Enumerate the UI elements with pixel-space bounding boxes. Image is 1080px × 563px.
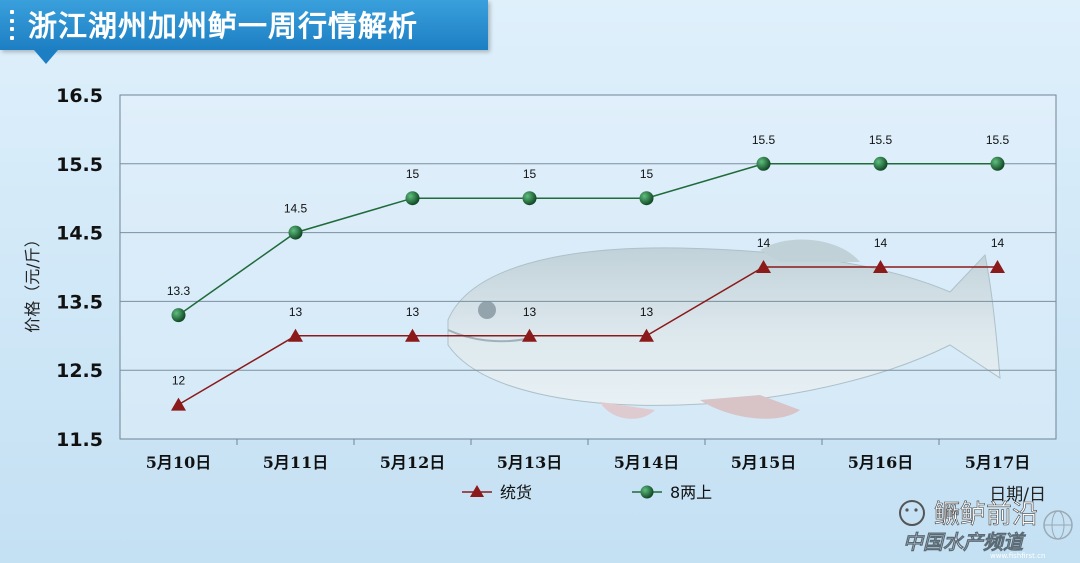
data-point [288, 225, 303, 240]
data-point [522, 328, 537, 342]
legend-marker-series-1 [470, 485, 484, 497]
x-tick-label: 5月16日 [848, 453, 913, 472]
data-point [171, 308, 186, 323]
y-tick-label: 11.5 [56, 429, 103, 451]
data-label: 15.5 [752, 133, 776, 147]
y-tick-label: 13.5 [56, 291, 103, 313]
data-point [873, 260, 888, 273]
x-tick-label: 5月12日 [380, 453, 445, 472]
data-label: 13 [523, 305, 537, 319]
data-label: 15.5 [869, 133, 893, 147]
data-point [522, 191, 537, 206]
x-axis-label: 日期/日 [989, 485, 1046, 505]
x-tick-label: 5月11日 [263, 453, 328, 472]
watermark-account: 鳜鲈前沿 [934, 500, 1038, 530]
data-label: 13 [640, 305, 654, 319]
data-label: 15.5 [986, 133, 1010, 147]
banner-tail-decoration [34, 50, 58, 64]
data-point [639, 191, 654, 206]
x-tick-label: 5月17日 [965, 453, 1030, 472]
banner-dots-decoration [10, 10, 16, 40]
data-point [990, 156, 1005, 171]
data-label: 14.5 [284, 202, 308, 216]
legend: 统货 8两上 [462, 483, 712, 502]
data-label: 13 [289, 305, 303, 319]
data-point [171, 397, 186, 411]
fish-illustration [447, 239, 1001, 419]
wechat-icon [899, 500, 925, 526]
data-point [639, 328, 654, 342]
watermark-site-url: www.fishfirst.cn [990, 552, 1045, 560]
title-banner: 浙江湖州加州鲈一周行情解析 [0, 0, 488, 50]
data-label: 14 [874, 236, 888, 250]
legend-label-series-1: 统货 [500, 483, 532, 502]
watermark-site: 中国水产频道 [903, 530, 1026, 554]
data-point [756, 260, 771, 273]
page-title: 浙江湖州加州鲈一周行情解析 [28, 9, 419, 43]
y-tick-label: 15.5 [56, 154, 103, 176]
x-tick-label: 5月13日 [497, 453, 562, 472]
data-point [405, 191, 420, 206]
data-point [873, 156, 888, 171]
data-label: 15 [523, 167, 537, 181]
data-label: 14 [757, 236, 771, 250]
series-line-2 [178, 163, 998, 316]
series-line-1 [178, 266, 998, 406]
y-tick-label: 16.5 [56, 85, 103, 107]
y-tick-label: 14.5 [56, 223, 103, 245]
x-tick-label: 5月10日 [146, 453, 211, 472]
y-axis-label: 价格（元/斤） [23, 231, 42, 332]
data-point [990, 260, 1005, 273]
legend-marker-series-2 [640, 485, 654, 499]
data-point [405, 328, 420, 342]
data-label: 13.3 [167, 284, 191, 298]
data-label: 15 [406, 167, 420, 181]
data-label: 12 [172, 374, 186, 388]
data-point [756, 156, 771, 171]
data-label: 13 [406, 305, 420, 319]
data-label: 14 [991, 236, 1005, 250]
legend-label-series-2: 8两上 [670, 483, 712, 502]
data-point [288, 328, 303, 342]
x-tick-label: 5月14日 [614, 453, 679, 472]
data-label: 15 [640, 167, 654, 181]
watermark: 鳜鲈前沿 中国水产频道 www.fishfirst.cn [899, 500, 1073, 560]
x-tick-label: 5月15日 [731, 453, 796, 472]
y-tick-label: 12.5 [56, 360, 103, 382]
